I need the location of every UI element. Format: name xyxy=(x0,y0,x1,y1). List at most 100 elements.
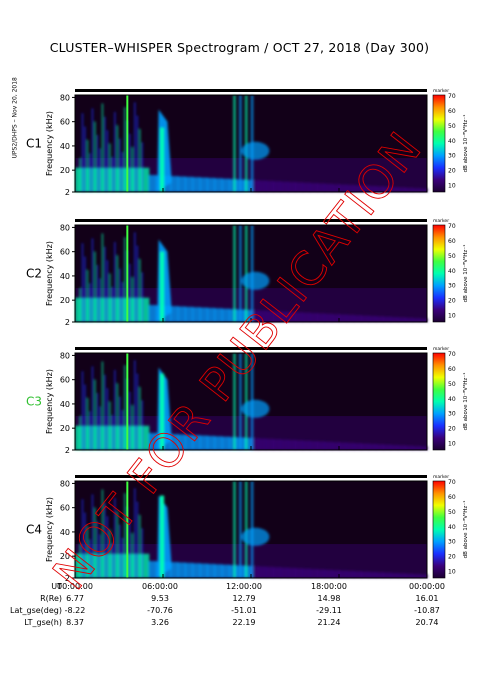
low-frequency-band xyxy=(287,311,296,322)
emission-streak xyxy=(121,151,123,192)
low-frequency-band xyxy=(119,425,128,450)
low-frequency-band xyxy=(265,438,274,450)
low-frequency-band xyxy=(353,315,362,322)
emission-streak xyxy=(139,386,141,450)
colorbar-tick-label: 60 xyxy=(448,494,456,501)
low-frequency-band xyxy=(368,185,377,192)
emission-streak xyxy=(104,374,106,450)
low-frequency-band xyxy=(361,443,370,450)
ephemeris-value: 20.74 xyxy=(415,618,439,627)
emission-streak xyxy=(114,111,116,192)
low-frequency-band xyxy=(339,570,348,578)
low-frequency-band xyxy=(324,313,333,322)
low-frequency-band xyxy=(75,553,84,578)
emission-streak xyxy=(136,245,138,322)
low-frequency-band xyxy=(148,305,157,322)
emission-blob xyxy=(241,399,270,418)
emission-streak xyxy=(141,400,143,450)
low-frequency-band xyxy=(148,433,157,450)
emission-streak xyxy=(99,534,101,578)
emission-streak xyxy=(141,272,143,322)
emission-blob xyxy=(241,271,270,290)
colorbar xyxy=(432,352,446,451)
emission-streak xyxy=(136,501,138,578)
low-frequency-band xyxy=(405,317,414,322)
y-axis-label: Frequency (kHz) xyxy=(45,111,54,176)
low-frequency-band xyxy=(419,318,428,322)
emission-streak xyxy=(101,233,104,322)
ephemeris-value: 22.19 xyxy=(232,618,256,627)
low-frequency-band xyxy=(82,297,91,322)
low-frequency-band xyxy=(258,566,267,578)
low-frequency-band xyxy=(119,167,128,192)
vertical-streak xyxy=(233,225,236,322)
low-frequency-band xyxy=(82,167,91,192)
colorbar-tick-label: 20 xyxy=(448,426,456,433)
low-frequency-band xyxy=(412,446,421,450)
colorbar-tick-label: 10 xyxy=(448,313,456,320)
emission-streak xyxy=(114,241,116,322)
low-frequency-band xyxy=(280,439,289,450)
emission-streak xyxy=(86,139,89,192)
low-frequency-band xyxy=(390,445,399,450)
y-tick-label: 2 xyxy=(65,574,70,583)
colorbar-corner-label: marker xyxy=(433,218,449,224)
emission-streak xyxy=(109,143,111,192)
ephemeris-value: 12:00:00 xyxy=(226,582,262,591)
emission-streak xyxy=(136,115,138,192)
low-frequency-band xyxy=(251,566,260,578)
emission-streak xyxy=(84,256,86,322)
emission-streak xyxy=(91,238,94,322)
low-frequency-band xyxy=(361,315,370,322)
low-frequency-band xyxy=(361,185,370,192)
emission-core xyxy=(160,495,165,578)
emission-core xyxy=(160,127,165,192)
colorbar-label: dB above 10⁻⁸V²Hz⁻¹ xyxy=(462,245,469,303)
low-frequency-band xyxy=(383,572,392,578)
emission-streak xyxy=(111,156,114,192)
emission-streak xyxy=(99,406,101,450)
emission-streak xyxy=(104,246,106,322)
low-frequency-band xyxy=(412,574,421,578)
low-frequency-band xyxy=(302,440,311,450)
emission-streak xyxy=(89,153,91,192)
emission-streak xyxy=(91,108,94,192)
ephemeris-row-label: UT xyxy=(51,582,62,591)
low-frequency-band xyxy=(353,185,362,192)
colorbar-tick-label: 60 xyxy=(448,108,456,115)
low-frequency-band xyxy=(141,425,150,450)
emission-streak xyxy=(124,493,126,578)
vertical-streak xyxy=(233,481,236,578)
low-frequency-band xyxy=(185,306,194,322)
emission-streak xyxy=(129,391,131,450)
low-frequency-band xyxy=(353,571,362,578)
low-frequency-band xyxy=(148,561,157,578)
spectrogram-features xyxy=(75,481,428,578)
colorbar-tick-label: 30 xyxy=(448,283,456,290)
ephemeris-row-label: Lat_gse(deg) xyxy=(10,606,62,615)
colorbar-tick-label: 10 xyxy=(448,183,456,190)
low-frequency-band xyxy=(119,297,128,322)
emission-streak xyxy=(111,414,114,450)
y-tick-label: 20 xyxy=(60,424,70,433)
bright-spike xyxy=(126,353,129,450)
ephemeris-value: 3.26 xyxy=(151,618,169,627)
colorbar-corner-label: marker xyxy=(433,346,449,352)
low-frequency-band xyxy=(368,443,377,450)
emission-streak xyxy=(89,539,91,578)
emission-streak xyxy=(91,366,94,450)
y-tick-label: 20 xyxy=(60,166,70,175)
low-frequency-band xyxy=(82,425,91,450)
vertical-streak xyxy=(245,481,248,578)
low-frequency-band xyxy=(309,313,318,322)
low-frequency-band xyxy=(295,182,304,192)
emission-streak xyxy=(134,360,136,450)
emission-streak xyxy=(94,251,96,322)
low-frequency-band xyxy=(104,553,113,578)
low-frequency-band xyxy=(280,181,289,192)
y-tick-label: 80 xyxy=(60,351,70,360)
emission-streak xyxy=(109,401,111,450)
low-frequency-band xyxy=(214,436,223,450)
colorbar-tick-label: 70 xyxy=(448,223,456,230)
low-frequency-band xyxy=(177,434,186,450)
